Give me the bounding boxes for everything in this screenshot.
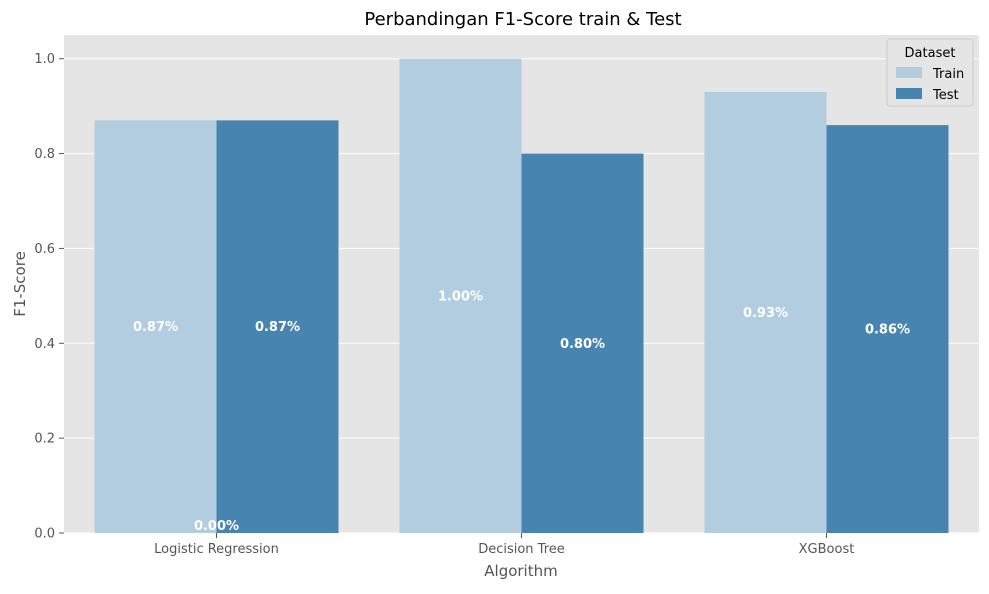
x-axis-ticks: Logistic Regression Decision Tree XGBoost: [154, 533, 854, 557]
y-tick-label: 0.2: [34, 432, 55, 447]
bar-value-label: 0.93%: [743, 306, 788, 321]
bar-value-label: 0.86%: [865, 323, 910, 338]
y-tick-label: 0.6: [34, 242, 55, 257]
y-tick-label: 0.0: [34, 527, 55, 542]
y-tick-label: 1.0: [34, 52, 55, 67]
legend: Dataset Train Test: [886, 38, 974, 107]
y-tick-label: 0.4: [34, 337, 55, 352]
legend-label-train: Train: [932, 67, 964, 82]
x-tick-label: Decision Tree: [478, 542, 565, 557]
bar-labels: 0.87% 1.00% 0.93% 0.87% 0.80% 0.86% 0.00%: [133, 289, 910, 534]
bar-value-label: 0.87%: [133, 320, 178, 335]
extra-value-label: 0.00%: [194, 519, 239, 534]
x-axis-label: Algorithm: [484, 562, 557, 580]
y-axis-ticks: 0.0 0.2 0.4 0.6 0.8 1.0: [34, 52, 64, 542]
bar-test-xgboost: [826, 125, 949, 533]
bar-value-label: 1.00%: [438, 289, 483, 304]
y-tick-label: 0.8: [34, 147, 55, 162]
bar-test-decision-tree: [521, 153, 644, 534]
bar-test-logistic-regression: [216, 120, 339, 533]
y-axis-label: F1-Score: [11, 251, 29, 317]
bar-value-label: 0.87%: [255, 320, 300, 335]
legend-swatch-train: [896, 67, 922, 78]
x-tick-label: XGBoost: [799, 542, 855, 557]
legend-title: Dataset: [905, 46, 956, 61]
bar-train-xgboost: [704, 91, 827, 534]
legend-swatch-test: [896, 88, 922, 99]
x-tick-label: Logistic Regression: [154, 542, 279, 557]
chart-title: Perbandingan F1-Score train & Test: [364, 9, 681, 30]
bars: [94, 58, 949, 534]
bar-train-decision-tree: [399, 58, 522, 533]
legend-label-test: Test: [932, 88, 959, 103]
bar-value-label: 0.80%: [560, 337, 605, 352]
bar-train-logistic-regression: [94, 120, 217, 533]
